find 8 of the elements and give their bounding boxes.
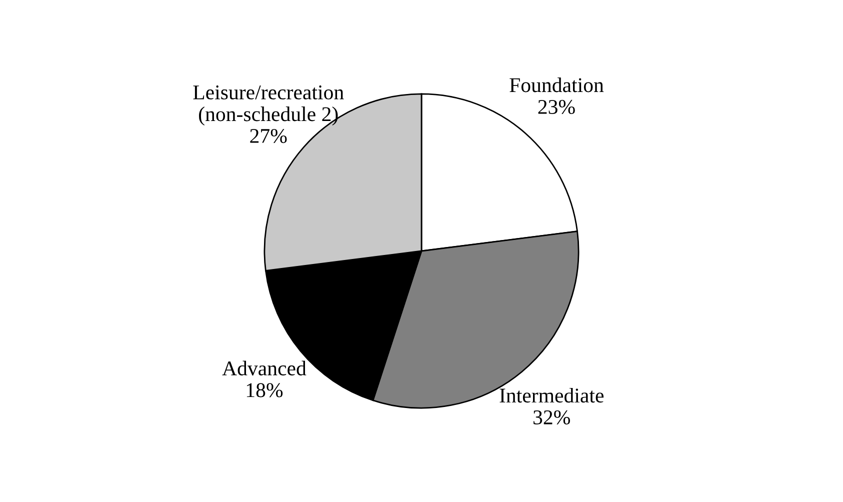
slice-label: Foundation [510,78,604,92]
data-label: 23% [538,100,575,114]
slice-label: Advanced [222,360,306,376]
data-label: 32% [534,410,570,424]
data-label: 18% [246,383,283,398]
slice-label: Intermediate [500,388,604,403]
data-label: 27% [250,128,287,144]
slice-label: Leisure/recreation (non-schedule 2) [193,85,344,126]
